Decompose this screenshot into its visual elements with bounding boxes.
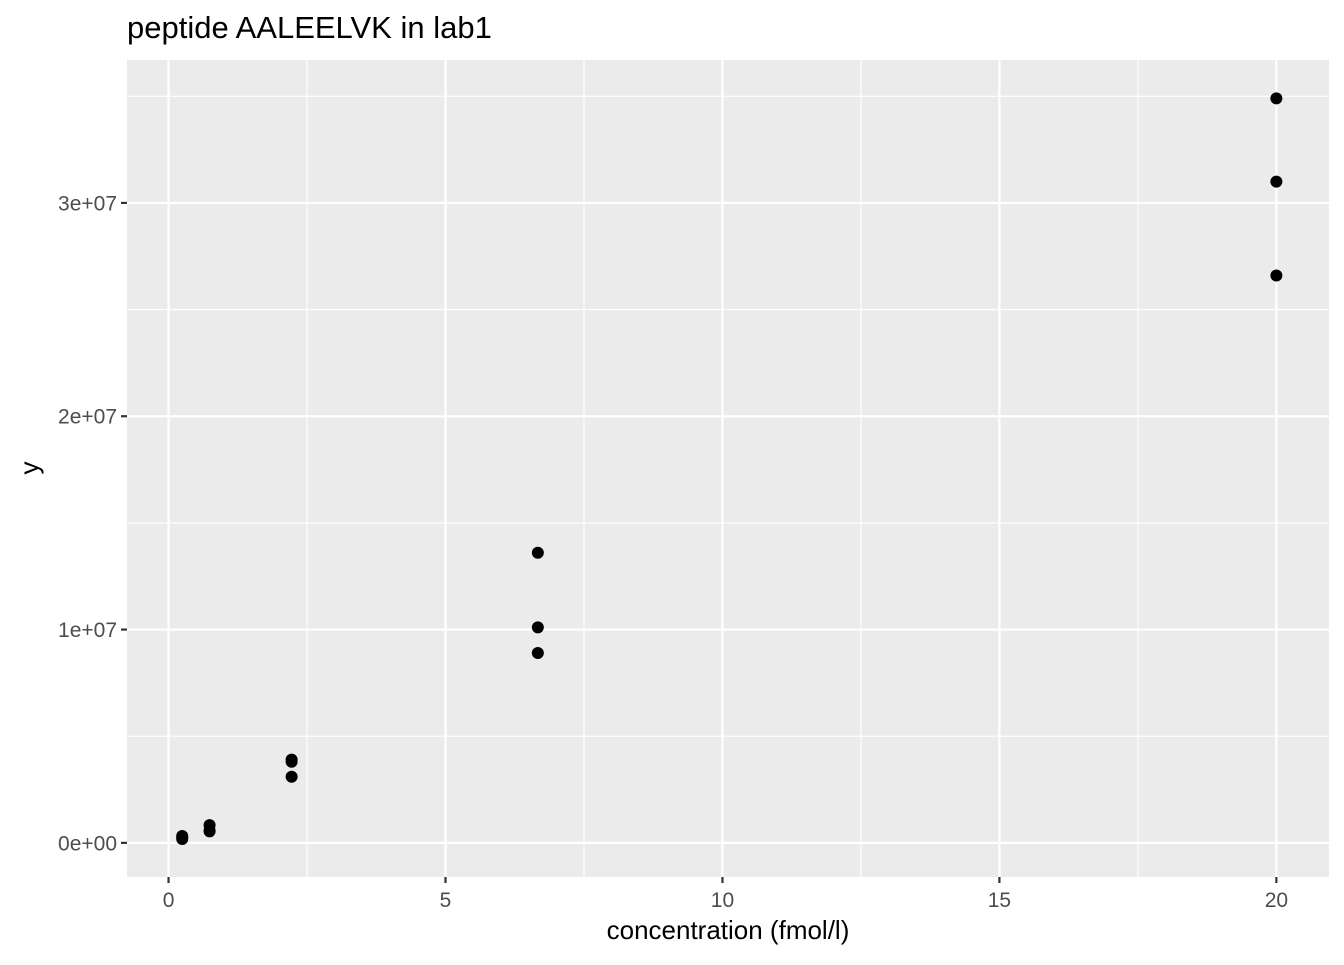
data-point	[203, 825, 216, 838]
data-point	[1270, 175, 1283, 188]
minor-grid	[127, 60, 1329, 877]
major-grid	[127, 60, 1329, 877]
data-point	[176, 830, 189, 843]
data-points	[176, 92, 1283, 846]
y-axis-title: y	[14, 462, 44, 475]
data-point	[531, 621, 544, 634]
y-tick-label: 0e+00	[58, 832, 117, 855]
data-point	[531, 546, 544, 559]
y-axis: 0e+00 1e+07 2e+07 3e+07	[58, 192, 127, 855]
chart-title: peptide AALEELVK in lab1	[127, 10, 492, 45]
data-point	[531, 647, 544, 660]
x-tick-label: 10	[711, 889, 734, 912]
y-tick-label: 2e+07	[58, 406, 117, 429]
x-axis: 0 5 10 15 20	[163, 877, 1288, 912]
y-tick-label: 1e+07	[58, 619, 117, 642]
data-point	[1270, 92, 1283, 105]
plot-panel	[127, 60, 1329, 877]
x-tick-label: 15	[988, 889, 1011, 912]
y-tick-label: 3e+07	[58, 192, 117, 215]
data-point	[1270, 269, 1283, 282]
x-tick-label: 0	[163, 889, 175, 912]
x-tick-label: 20	[1265, 889, 1288, 912]
data-point	[285, 755, 298, 768]
x-tick-label: 5	[440, 889, 452, 912]
data-point	[285, 770, 298, 783]
x-axis-title: concentration (fmol/l)	[607, 915, 850, 945]
